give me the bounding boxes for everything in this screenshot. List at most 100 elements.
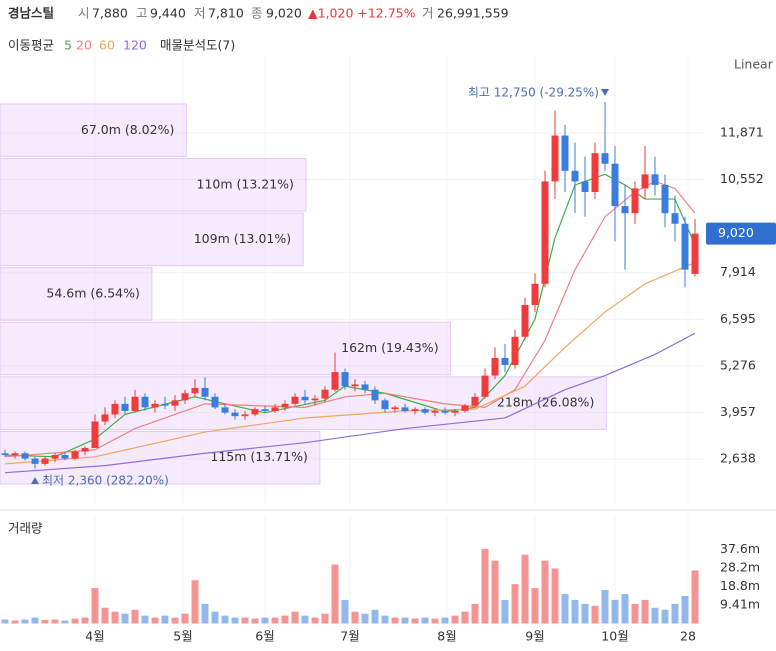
y-tick-label: 5,276 — [720, 357, 756, 372]
volume-bar — [271, 617, 279, 624]
x-tick-label: 4월 — [85, 629, 104, 644]
candle-body — [301, 396, 309, 401]
profile-label: 109m (13.01%) — [194, 231, 291, 246]
volume-bar — [491, 560, 499, 624]
candle-body — [331, 372, 339, 390]
field-label: 종 — [251, 6, 263, 21]
volume-bar — [231, 617, 239, 624]
candle-body — [1, 453, 9, 456]
volume-bar — [471, 603, 479, 624]
volume-bar — [1, 619, 9, 624]
candle-body — [511, 336, 519, 366]
field-label: 고 — [136, 6, 148, 21]
profile-label: 115m (13.71%) — [210, 449, 307, 464]
profile-bar — [0, 103, 187, 158]
volume-bar — [41, 619, 49, 624]
volume-bar — [311, 617, 319, 624]
candle-body — [401, 407, 409, 411]
volume-tick-label: 37.6m — [720, 541, 760, 556]
legend-entry: 120 — [123, 38, 147, 53]
volume-bar — [201, 603, 209, 624]
volume-bar — [61, 620, 69, 624]
volume-bar — [561, 594, 569, 624]
volume-bar — [361, 613, 369, 624]
field-value: 26,991,559 — [437, 6, 509, 21]
candle-body — [221, 407, 229, 413]
y-tick-label: 3,957 — [720, 404, 756, 419]
volume-bar — [421, 617, 429, 624]
candle-body — [551, 135, 559, 182]
volume-tick-label: 18.8m — [720, 578, 760, 593]
candle-body — [531, 283, 539, 305]
candle-body — [201, 387, 209, 397]
volume-bar — [321, 613, 329, 624]
volume-bar — [171, 617, 179, 624]
volume-tick-label: 9.41m — [720, 597, 760, 612]
x-tick-label: 9월 — [525, 629, 544, 644]
profile-bar — [0, 321, 452, 376]
volume-bar — [331, 564, 339, 624]
volume-bar — [301, 615, 309, 624]
last-price-tag — [706, 222, 776, 245]
candle-body — [431, 410, 439, 413]
volume-bar — [541, 560, 549, 624]
profile-bar — [0, 376, 607, 430]
profile-label: 54.6m (6.54%) — [46, 285, 139, 300]
y-tick-label: 6,595 — [720, 311, 756, 326]
field-value: 9,440 — [150, 6, 186, 21]
field-label: 거 — [422, 6, 434, 21]
volume-bar — [211, 611, 219, 624]
candle-body — [31, 458, 39, 464]
candle-body — [141, 396, 149, 408]
field-value: 7,880 — [92, 6, 128, 21]
candle-body — [661, 184, 669, 214]
ma-title: 이동평균 — [8, 38, 54, 53]
x-tick-label: 5월 — [173, 629, 192, 644]
volume-bar — [571, 599, 579, 624]
candle-body — [391, 407, 399, 410]
candle-body — [161, 403, 169, 406]
volume-bar — [551, 568, 559, 624]
candle-body — [51, 455, 59, 459]
candle-body — [421, 409, 429, 413]
field-value: 9,020 — [266, 6, 302, 21]
candle-body — [351, 384, 359, 387]
volume-bar — [31, 617, 39, 624]
legend-entry: 매물분석도(7) — [160, 38, 235, 53]
volume-bar — [381, 615, 389, 624]
volume-bar — [521, 554, 529, 624]
candle-body — [151, 403, 159, 408]
candle-body — [371, 389, 379, 401]
candle-body — [291, 396, 299, 404]
candle-body — [251, 409, 259, 415]
candle-body — [491, 357, 499, 376]
volume-bar — [21, 619, 29, 624]
candle-body — [411, 409, 419, 411]
y-tick-label: 11,871 — [720, 124, 764, 139]
volume-bar — [391, 617, 399, 624]
price-change: ▲1,020 +12.75% — [308, 6, 416, 21]
scale-label: Linear — [734, 57, 774, 72]
y-tick-label: 10,552 — [720, 171, 764, 186]
profile-label: 110m (13.21%) — [197, 176, 294, 191]
volume-bar — [101, 607, 109, 624]
stock-name: 경남스틸 — [8, 6, 54, 21]
candle-body — [271, 407, 279, 411]
candle-body — [121, 403, 129, 411]
candle-body — [11, 453, 19, 456]
x-tick-label: 28 — [680, 629, 696, 644]
candle-body — [591, 153, 599, 192]
candle-body — [241, 414, 249, 417]
legend-entry: 60 — [99, 38, 115, 53]
x-tick-label: 6월 — [255, 629, 274, 644]
volume-bar — [411, 618, 419, 624]
candle-body — [501, 357, 509, 366]
candle-body — [611, 163, 619, 207]
candle-body — [671, 213, 679, 224]
candle-body — [111, 403, 119, 415]
candle-body — [261, 409, 269, 411]
volume-bar — [161, 615, 169, 624]
candle-body — [641, 174, 649, 189]
candle-body — [191, 387, 199, 394]
